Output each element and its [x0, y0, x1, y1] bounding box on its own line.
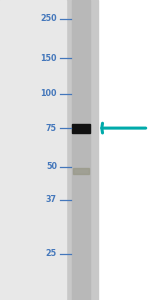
Bar — [73, 168, 89, 174]
Text: 75: 75 — [46, 124, 57, 133]
Text: 50: 50 — [46, 162, 57, 171]
Bar — [72, 0, 90, 300]
Bar — [0, 0, 98, 300]
Text: 100: 100 — [40, 89, 57, 98]
Text: 25: 25 — [46, 249, 57, 258]
Bar — [72, 124, 90, 133]
Text: 150: 150 — [40, 54, 57, 63]
Bar — [0, 0, 66, 300]
Text: 37: 37 — [46, 195, 57, 204]
Text: 250: 250 — [40, 14, 57, 23]
